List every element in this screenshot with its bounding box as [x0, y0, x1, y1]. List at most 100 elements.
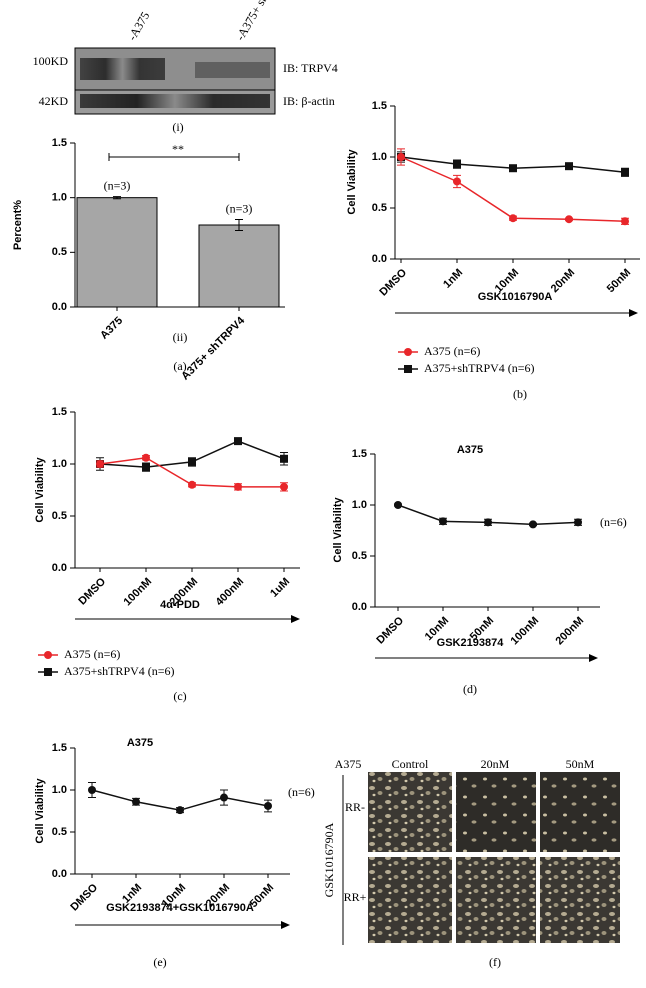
point	[621, 168, 629, 177]
x-tick-label: 50nM	[605, 267, 633, 295]
point	[142, 463, 150, 472]
row-label: RR-	[345, 800, 365, 814]
bar	[76, 197, 158, 308]
annotation: (n=6)	[600, 515, 627, 529]
column-label: 20nM	[481, 757, 510, 771]
y-tick-label: 1.0	[52, 192, 67, 204]
point	[529, 520, 537, 529]
point	[453, 160, 461, 169]
point	[621, 217, 629, 226]
legend-label: A375+shTRPV4 (n=6)	[424, 361, 535, 375]
legend-marker	[404, 348, 412, 356]
point	[439, 517, 447, 526]
bar	[198, 224, 280, 308]
y-tick-label: 0.5	[52, 510, 67, 522]
blot-band	[80, 94, 270, 108]
antibody-label: IB: TRPV4	[283, 61, 338, 75]
y-tick-label: 1.5	[52, 137, 67, 149]
x-tick-label: 200nM	[553, 615, 586, 648]
chart-title: A375	[457, 444, 483, 456]
western-blot: -A375 -A375+ shTRPV4 100KD 42KD IB: TRPV…	[33, 0, 338, 134]
error-bar	[113, 196, 121, 200]
arrow-head	[589, 654, 598, 662]
point	[509, 164, 517, 173]
cell-line: A375	[335, 757, 362, 771]
blot-band	[80, 58, 165, 80]
point	[132, 797, 140, 806]
panel-label: (d)	[463, 682, 477, 696]
x-axis-label: 4α-PDD	[160, 599, 200, 611]
legend-marker	[44, 668, 52, 676]
x-tick-label: A375+ shTRPV4	[179, 314, 248, 383]
y-tick-label: 1.0	[52, 784, 67, 796]
y-tick-label: 0.5	[372, 202, 387, 214]
panel-label: (c)	[173, 689, 186, 703]
y-tick-label: 1.0	[52, 458, 67, 470]
row-label: RR+	[344, 890, 367, 904]
point	[220, 793, 228, 802]
x-tick-label: DMSO	[374, 614, 406, 646]
y-tick-label: 0.0	[352, 601, 367, 613]
point	[280, 454, 288, 463]
annotation: (n=3)	[104, 178, 131, 192]
y-tick-label: 0.0	[52, 301, 67, 313]
legend-marker	[404, 365, 412, 373]
arrow-head	[291, 615, 300, 623]
point	[565, 162, 573, 171]
point	[234, 437, 242, 446]
y-tick-label: 0.0	[52, 868, 67, 880]
x-tick-label: 100nM	[508, 615, 541, 648]
y-tick-label: 1.5	[52, 406, 67, 418]
panel-label: (e)	[153, 955, 166, 969]
panel-label: (f)	[489, 955, 501, 969]
x-tick-label: 1uM	[268, 576, 292, 600]
micrograph	[368, 857, 452, 943]
micrograph	[456, 772, 536, 852]
legend-label: A375 (n=6)	[424, 344, 480, 358]
caption: (ii)	[173, 330, 188, 344]
y-axis-label: Cell Viability	[346, 149, 358, 215]
x-axis-label: GSK2193874+GSK1016790A	[106, 902, 254, 914]
legend-marker	[44, 651, 52, 659]
point	[565, 215, 573, 224]
arrow-head	[629, 309, 638, 317]
marker-label: 42KD	[39, 94, 69, 108]
point	[484, 518, 492, 527]
micrograph	[540, 772, 620, 852]
y-tick-label: 1.0	[372, 151, 387, 163]
legend-label: A375 (n=6)	[64, 647, 120, 661]
point	[88, 786, 96, 794]
point	[397, 153, 405, 161]
antibody-label: IB: β-actin	[283, 94, 335, 108]
annotation: (n=6)	[288, 785, 315, 799]
x-axis-label: GSK1016790A	[478, 291, 553, 303]
marker-label: 100KD	[33, 54, 69, 68]
panel-label: (b)	[513, 387, 527, 401]
point	[188, 457, 196, 466]
point	[188, 480, 196, 489]
x-tick-label: 100nM	[121, 576, 154, 609]
x-tick-label: DMSO	[76, 575, 108, 607]
y-axis-label: Percent%	[12, 200, 24, 250]
y-tick-label: 0.0	[52, 562, 67, 574]
x-tick-label: 1nM	[441, 267, 465, 291]
point	[264, 801, 272, 810]
y-tick-label: 0.0	[372, 253, 387, 265]
y-axis-label: Cell Viability	[34, 457, 46, 523]
legend-label: A375+shTRPV4 (n=6)	[64, 664, 175, 678]
column-label: 50nM	[566, 757, 595, 771]
y-tick-label: 0.5	[352, 550, 367, 562]
y-tick-label: 1.0	[352, 499, 367, 511]
point	[142, 453, 150, 462]
significance: **	[172, 142, 184, 156]
column-label: Control	[392, 757, 429, 771]
micrographs: A375 Control 20nM 50nM RR- RR+ GSK101679…	[322, 757, 620, 945]
point	[394, 501, 402, 509]
x-tick-label: DMSO	[68, 881, 100, 913]
panel-label: (a)	[173, 359, 186, 373]
point	[280, 482, 288, 491]
caption: (i)	[172, 120, 183, 134]
y-tick-label: 1.5	[352, 448, 367, 460]
point	[574, 518, 582, 527]
